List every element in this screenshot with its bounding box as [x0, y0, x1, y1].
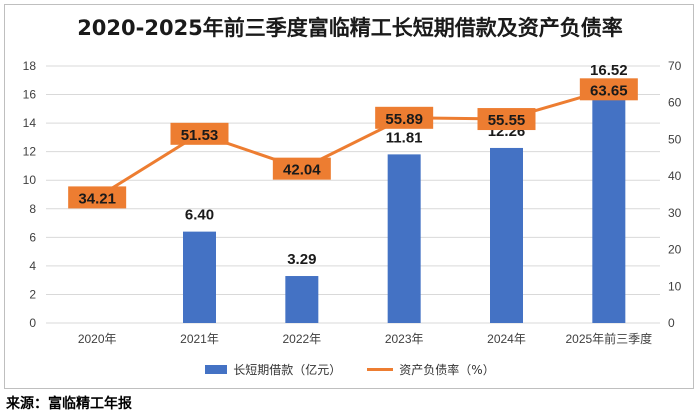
bar-data-label: 6.40 [185, 207, 214, 224]
x-tick-label: 2023年 [385, 332, 424, 346]
y-left-tick-label: 12 [23, 145, 37, 159]
line-data-label: 51.53 [181, 127, 219, 144]
bar-data-label: 3.29 [287, 251, 316, 268]
bar-data-label: 11.81 [386, 129, 423, 146]
y-left-tick-label: 6 [29, 230, 36, 244]
legend-swatch-bar [205, 365, 228, 374]
y-left-tick-label: 8 [29, 202, 36, 216]
legend-label-bar: 长短期借款（亿元） [233, 363, 342, 377]
x-tick-label: 2025年前三季度 [565, 331, 652, 346]
line-label-box [68, 186, 127, 209]
y-left-tick-label: 2 [29, 287, 36, 301]
bar [490, 147, 523, 323]
y-right-tick-label: 20 [668, 243, 682, 257]
y-right-tick-label: 0 [668, 316, 675, 330]
y-left-tick-label: 4 [29, 259, 36, 273]
bar [592, 87, 626, 324]
line-label-box [375, 106, 434, 129]
bar-data-label: 16.52 [590, 62, 628, 79]
legend-label-line: 资产负债率（%） [399, 363, 495, 377]
y-left-tick-label: 18 [23, 59, 37, 73]
line-label-box [170, 122, 229, 145]
line-data-label: 63.65 [590, 82, 628, 99]
y-right-tick-label: 30 [668, 206, 682, 220]
y-right-tick-label: 70 [668, 59, 682, 73]
line-label-box [477, 108, 536, 131]
line-data-label: 42.04 [283, 162, 321, 179]
source-note: 来源：富临精工年报 [6, 396, 132, 412]
x-tick-label: 2022年 [282, 332, 321, 346]
line-label-box [272, 157, 331, 180]
y-right-tick-label: 10 [668, 279, 682, 293]
line-label-box [579, 78, 638, 101]
chart-title: 2020-2025年前三季度富临精工长短期借款及资产负债率 [77, 16, 623, 40]
y-right-tick-label: 50 [668, 132, 682, 146]
bar [285, 276, 319, 323]
bar [387, 154, 421, 323]
legend-item-line: 资产负债率（%） [367, 361, 495, 378]
x-tick-label: 2024年 [487, 332, 526, 346]
bar [183, 231, 216, 323]
legend-item-bar: 长短期借款（亿元） [205, 361, 341, 378]
legend-swatch-line [367, 368, 394, 371]
y-right-tick-label: 40 [668, 169, 682, 183]
y-left-tick-label: 10 [23, 173, 37, 187]
y-left-tick-label: 0 [29, 316, 36, 330]
line-data-label: 55.89 [385, 111, 423, 128]
y-right-tick-label: 60 [668, 96, 682, 110]
line-data-label: 34.21 [78, 190, 116, 207]
line-data-label: 55.55 [488, 112, 526, 129]
x-tick-label: 2020年 [78, 332, 117, 346]
x-tick-label: 2021年 [180, 332, 219, 346]
y-left-tick-label: 14 [23, 116, 37, 130]
legend: 长短期借款（亿元） 资产负债率（%） [0, 361, 700, 378]
y-left-tick-label: 16 [23, 88, 37, 102]
